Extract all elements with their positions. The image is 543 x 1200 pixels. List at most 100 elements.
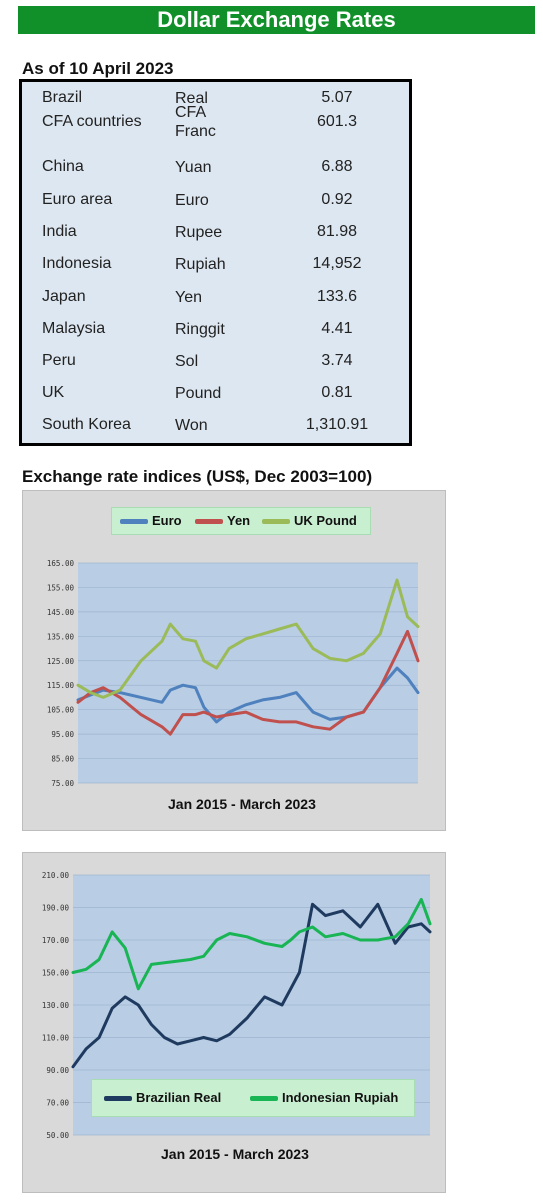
y-tick-label: 50.00 — [46, 1131, 69, 1140]
chart1-x-caption: Jan 2015 - March 2023 — [168, 796, 316, 812]
data-point-brazilian-real — [376, 903, 379, 906]
rate-country: South Korea — [42, 416, 131, 433]
data-point-brazilian-real — [311, 903, 314, 906]
data-point-yen — [169, 733, 172, 735]
data-point-uk-pound — [312, 647, 314, 650]
data-point-uk-pound — [228, 647, 231, 650]
data-point-euro — [119, 691, 121, 694]
rate-value: 4.41 — [321, 320, 353, 337]
data-point-brazilian-real — [137, 1004, 140, 1006]
y-tick-label: 110.00 — [42, 1034, 70, 1043]
rate-currency: CFA Franc — [175, 104, 216, 140]
data-point-brazilian-real — [324, 914, 327, 917]
rate-country: Malaysia — [42, 320, 106, 337]
rate-currency: Pound — [175, 385, 222, 402]
y-tick-label: 165.00 — [47, 559, 75, 568]
legend-label-uk-pound: UK Pound — [294, 513, 357, 528]
rate-value: 81.98 — [316, 223, 358, 240]
chart2-svg: 50.00 70.00 90.00 110.00 130.00 150.00 170.00 1… — [42, 871, 432, 1140]
data-point-euro — [329, 718, 331, 721]
data-point-uk-pound — [278, 628, 281, 630]
data-point-brazilian-real — [85, 1048, 87, 1050]
data-point-brazilian-real — [98, 1036, 100, 1039]
rate-currency: Won — [175, 417, 208, 434]
data-point-yen — [182, 713, 184, 716]
data-point-yen — [329, 728, 331, 731]
y-tick-label: 85.00 — [51, 755, 74, 764]
data-point-uk-pound — [417, 625, 419, 628]
data-point-uk-pound — [161, 640, 163, 643]
rate-country: India — [42, 223, 77, 240]
page-banner: Dollar Exchange Rates — [18, 6, 535, 34]
rate-value: 0.92 — [321, 191, 353, 208]
chart2-legend: Brazilian Real Indonesian Rupiah — [91, 1079, 415, 1117]
y-tick-label: 210.00 — [42, 871, 70, 880]
chart-emerging-currencies: 50.00 70.00 90.00 110.00 130.00 150.00 170.00 1… — [22, 852, 446, 1193]
data-point-indonesian-rupiah — [215, 939, 218, 941]
data-point-yen — [345, 716, 348, 718]
data-point-indonesian-rupiah — [176, 960, 179, 962]
data-point-brazilian-real — [359, 926, 362, 928]
y-tick-label: 150.00 — [42, 969, 70, 978]
rate-value: 601.3 — [316, 113, 358, 130]
y-tick-label: 95.00 — [51, 730, 74, 739]
rate-currency: Yuan — [175, 159, 212, 176]
data-point-uk-pound — [182, 637, 184, 640]
data-point-indonesian-rupiah — [228, 932, 231, 935]
data-point-indonesian-rupiah — [407, 922, 410, 925]
y-tick-label: 135.00 — [47, 632, 75, 641]
data-point-yen — [261, 718, 264, 721]
data-point-indonesian-rupiah — [281, 945, 283, 948]
data-point-uk-pound — [245, 637, 247, 640]
data-point-brazilian-real — [342, 909, 344, 912]
data-point-uk-pound — [261, 633, 264, 635]
legend-swatch-indonesian-rupiah — [250, 1096, 278, 1101]
data-point-indonesian-rupiah — [289, 939, 292, 941]
data-point-brazilian-real — [263, 996, 266, 998]
data-point-euro — [245, 703, 247, 706]
data-point-yen — [417, 659, 419, 662]
data-point-brazilian-real — [281, 1004, 283, 1006]
data-point-yen — [406, 630, 409, 633]
data-point-yen — [379, 686, 382, 689]
data-point-indonesian-rupiah — [150, 963, 153, 966]
y-tick-label: 190.00 — [42, 904, 70, 913]
data-point-yen — [245, 711, 247, 713]
rate-country: UK — [42, 384, 65, 401]
y-tick-label: 105.00 — [47, 706, 75, 715]
data-point-euro — [406, 677, 409, 679]
data-point-brazilian-real — [163, 1036, 166, 1039]
data-point-euro — [194, 686, 197, 689]
data-point-brazilian-real — [189, 1039, 192, 1042]
data-point-indonesian-rupiah — [359, 939, 362, 941]
data-point-euro — [182, 684, 184, 687]
rate-currency: Ringgit — [175, 321, 225, 338]
legend-swatch-euro — [120, 519, 148, 524]
data-point-yen — [203, 711, 205, 713]
data-point-yen — [228, 713, 231, 716]
legend-label-yen: Yen — [227, 513, 251, 528]
data-point-indonesian-rupiah — [376, 939, 379, 941]
data-point-euro — [295, 691, 298, 694]
data-point-brazilian-real — [228, 1033, 231, 1036]
data-point-yen — [278, 721, 281, 723]
y-tick-label: 75.00 — [51, 779, 74, 788]
data-point-uk-pound — [362, 652, 365, 655]
indices-heading: Exchange rate indices (US$, Dec 2003=100… — [22, 467, 373, 486]
data-point-brazilian-real — [407, 926, 410, 928]
data-point-brazilian-real — [72, 1065, 74, 1068]
data-point-indonesian-rupiah — [263, 942, 266, 945]
data-point-euro — [215, 721, 218, 723]
chart-major-currencies: 75.00 85.00 95.00 105.00 115.00 125.00 135.00 1… — [22, 490, 446, 831]
plot-area — [78, 563, 418, 783]
legend-swatch-uk-pound — [262, 519, 290, 524]
data-point-uk-pound — [406, 615, 409, 618]
y-tick-label: 90.00 — [46, 1066, 69, 1075]
legend-label-indonesian-rupiah: Indonesian Rupiah — [282, 1090, 399, 1105]
legend-swatch-yen — [195, 519, 223, 524]
rates-as-of-heading: As of 10 April 2023 — [22, 59, 174, 78]
data-point-brazilian-real — [176, 1043, 179, 1045]
rate-currency: Real — [175, 90, 208, 107]
rates-table: Brazil Real 5.07 CFA countries CFA Franc 601.… — [19, 79, 412, 446]
series-line-uk-pound — [76, 578, 420, 699]
